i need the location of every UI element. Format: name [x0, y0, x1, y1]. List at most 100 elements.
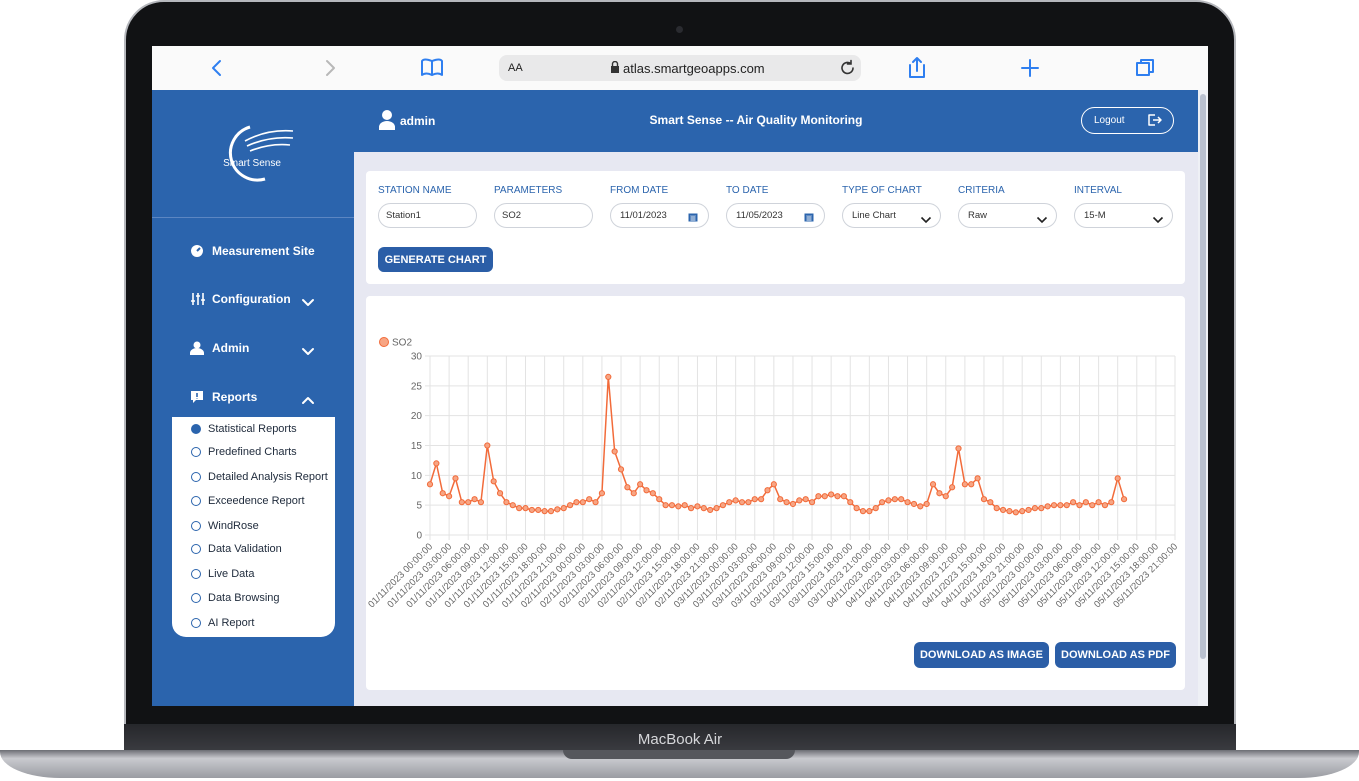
data-point — [522, 505, 529, 512]
address-bar[interactable] — [499, 55, 861, 81]
report-link[interactable]: WindRose — [208, 520, 259, 532]
share-button[interactable] — [909, 57, 925, 78]
report-link[interactable]: Data Browsing — [208, 592, 280, 604]
data-point — [815, 493, 822, 500]
data-point — [605, 373, 612, 380]
device-label: MacBook Air — [637, 731, 723, 748]
reload-button[interactable] — [838, 58, 858, 78]
data-point — [745, 499, 752, 506]
field-input[interactable] — [610, 203, 709, 228]
menu-icon — [190, 292, 206, 306]
forward-button[interactable] — [326, 60, 335, 76]
data-point — [987, 499, 994, 506]
report-radio[interactable] — [191, 569, 201, 579]
field-input[interactable] — [494, 203, 593, 228]
data-point — [484, 442, 491, 449]
bookmarks-button[interactable] — [421, 58, 443, 76]
report-radio[interactable] — [191, 521, 201, 531]
data-point — [859, 508, 867, 515]
report-link[interactable]: Statistical Reports — [208, 423, 297, 435]
lock-icon — [611, 61, 619, 73]
report-radio[interactable] — [191, 618, 201, 628]
calendar-icon — [688, 209, 698, 222]
series-line — [429, 376, 1125, 514]
data-point — [834, 493, 841, 500]
text-size-button[interactable]: AA — [508, 62, 523, 74]
data-point — [719, 502, 727, 509]
new-tab-button[interactable] — [1021, 59, 1039, 77]
report-radio[interactable] — [191, 593, 201, 603]
laptop-hinge — [124, 724, 1236, 752]
browser-icons — [212, 57, 1154, 78]
data-point — [528, 506, 535, 514]
sidebar-divider — [152, 217, 354, 218]
data-point — [1101, 502, 1109, 509]
field-label: INTERVAL — [1074, 185, 1122, 196]
y-tick-label: 25 — [411, 381, 423, 392]
data-point — [700, 505, 707, 512]
select-chevron — [920, 211, 932, 224]
download-image-button[interactable]: DOWNLOAD AS IMAGE — [914, 642, 1049, 668]
data-point — [1012, 509, 1019, 516]
generate-chart-button[interactable]: GENERATE CHART — [378, 247, 493, 272]
data-point — [560, 505, 567, 512]
data-point — [433, 460, 440, 467]
data-point — [707, 506, 714, 514]
back-button[interactable] — [212, 60, 221, 76]
field-input[interactable] — [378, 203, 477, 228]
menu-chevron — [301, 343, 315, 355]
data-point — [726, 499, 733, 506]
data-point — [999, 506, 1007, 514]
report-radio[interactable] — [191, 472, 201, 482]
report-radio[interactable] — [191, 544, 201, 554]
download-pdf-button[interactable]: DOWNLOAD AS PDF — [1055, 642, 1176, 668]
logout-button[interactable] — [1081, 107, 1174, 134]
report-link[interactable]: Live Data — [208, 568, 255, 580]
menu-chevron — [301, 294, 315, 306]
data-point — [1006, 508, 1013, 515]
menu-label: Configuration — [212, 292, 291, 306]
legend-label: SO2 — [392, 338, 412, 349]
report-link[interactable]: Data Validation — [208, 543, 282, 555]
data-point — [496, 490, 504, 497]
field-value: SO2 — [502, 210, 522, 221]
data-point — [458, 499, 465, 506]
data-point — [732, 497, 739, 504]
report-link[interactable]: AI Report — [208, 617, 255, 629]
field-label: PARAMETERS — [494, 185, 563, 196]
report-link[interactable]: Predefined Charts — [208, 446, 297, 458]
logout-icon — [1148, 114, 1162, 126]
data-point — [1031, 505, 1039, 512]
data-point — [687, 505, 695, 512]
field-input[interactable] — [1074, 203, 1173, 228]
data-point — [1050, 502, 1058, 509]
camera — [676, 26, 683, 33]
data-point — [821, 493, 828, 500]
scrollbar[interactable] — [1198, 90, 1208, 706]
menu-icon — [190, 244, 206, 258]
report-radio[interactable] — [191, 447, 201, 457]
report-radio[interactable] — [191, 496, 201, 506]
report-radio[interactable] — [191, 424, 201, 434]
data-point — [1019, 508, 1026, 515]
data-point — [866, 508, 873, 515]
menu-chevron — [301, 392, 315, 404]
report-link[interactable]: Detailed Analysis Report — [208, 471, 328, 483]
field-input[interactable] — [842, 203, 941, 228]
field-input[interactable] — [958, 203, 1057, 228]
data-point — [541, 508, 548, 515]
data-point — [566, 502, 574, 509]
tabs-button[interactable] — [1136, 59, 1154, 76]
data-point — [681, 502, 688, 509]
select-chevron — [1152, 211, 1164, 224]
field-input[interactable] — [726, 203, 825, 228]
data-point — [993, 505, 1000, 512]
data-point — [649, 490, 656, 497]
field-value: Line Chart — [852, 210, 896, 221]
data-point — [872, 505, 879, 512]
report-link[interactable]: Exceedence Report — [208, 495, 305, 507]
data-point — [535, 506, 542, 514]
